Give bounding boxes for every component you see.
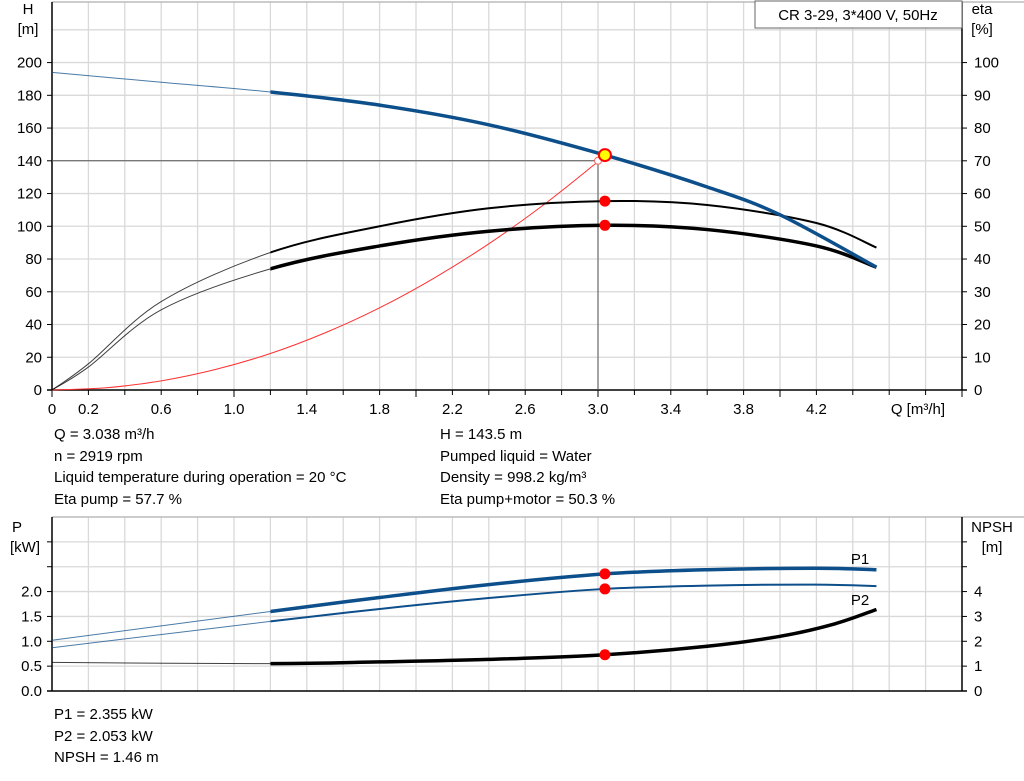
x-tick-label: 2.6 [515, 401, 536, 418]
x-tick-label: 3.4 [660, 401, 681, 418]
info-n: n = 2919 rpm [54, 447, 143, 465]
info-eta-pump-motor: Eta pump+motor = 50.3 % [440, 490, 616, 508]
info-p2: P2 = 2.053 kW [54, 727, 153, 745]
npsh-curve [270, 607, 878, 666]
head-curve-extrapolated [51, 71, 271, 93]
x-tick-label: 0 [48, 401, 56, 418]
info-bottom: P1 = 2.355 kW P2 = 2.053 kW NPSH = 1.46 … [54, 704, 159, 769]
p-axis-label: P [12, 519, 22, 536]
x-tick-label: 2.2 [442, 401, 463, 418]
y-tick-label: 180 [17, 87, 42, 104]
eta-pump-motor-curve [270, 223, 878, 271]
p1-label: P1 [851, 551, 869, 568]
y-axis-label: [m] [18, 21, 39, 38]
x-axis-label: Q [m³/h] [891, 401, 945, 418]
x-tick-label: 3.0 [588, 401, 609, 418]
npsh-curve-extrapolated [51, 661, 271, 665]
p2-curve [270, 583, 877, 623]
p-tick-label: 1.5 [21, 608, 42, 625]
npsh-tick-label: 0 [974, 683, 982, 700]
y-tick-label: 160 [17, 120, 42, 137]
p-tick-label: 0.5 [21, 658, 42, 675]
x-tick-label: 1.0 [224, 401, 245, 418]
y2-axis-label: [%] [971, 21, 993, 38]
y2-tick-label: 90 [974, 87, 991, 104]
npsh-axis-label: NPSH [971, 519, 1013, 536]
p2-label: P2 [851, 592, 869, 609]
y2-axis-label: eta [972, 1, 994, 18]
duty-point-head [597, 148, 612, 163]
info-top-left: Q = 3.038 m³/h n = 2919 rpm Liquid tempe… [54, 424, 346, 510]
y2-tick-label: 0 [974, 382, 982, 399]
x-tick-label: 0.6 [151, 401, 172, 418]
y-tick-label: 40 [25, 317, 42, 334]
x-tick-label: 1.4 [296, 401, 317, 418]
info-density: Density = 998.2 kg/m³ [440, 469, 587, 486]
eta-pump-curve-extrapolated [51, 251, 271, 391]
y2-tick-label: 50 [974, 218, 991, 235]
y2-tick-label: 80 [974, 120, 991, 137]
info-q: Q = 3.038 m³/h [54, 426, 155, 443]
y-tick-label: 200 [17, 55, 42, 72]
y-tick-label: 120 [17, 186, 42, 203]
y2-tick-label: 70 [974, 153, 991, 170]
title-box [754, 0, 963, 29]
x-tick-label: 3.8 [733, 401, 754, 418]
info-temp: Liquid temperature during operation = 20… [54, 469, 347, 486]
duty-point-eta-pump-motor [599, 219, 611, 231]
x-tick-label: 4.2 [806, 401, 827, 418]
y-tick-label: 80 [25, 251, 42, 268]
y2-tick-label: 30 [974, 284, 991, 301]
npsh-axis-label: [m] [982, 539, 1003, 556]
y-tick-label: 0 [34, 382, 42, 399]
duty-point-eta-pump [599, 195, 611, 207]
chart-title: CR 3-29, 3*400 V, 50Hz [778, 7, 938, 24]
y-tick-label: 140 [17, 153, 42, 170]
p-axis-label: [kW] [10, 539, 40, 556]
info-npsh: NPSH = 1.46 m [54, 749, 159, 766]
y-tick-label: 60 [25, 284, 42, 301]
y2-tick-label: 20 [974, 317, 991, 334]
p-tick-label: 1.0 [21, 633, 42, 650]
p2-curve-extrapolated [51, 620, 271, 649]
p1-curve [270, 566, 877, 614]
y-tick-label: 100 [17, 218, 42, 235]
duty-point-p2 [599, 583, 611, 595]
eta-pump-motor-curve-extrapolated [51, 268, 271, 391]
y2-tick-label: 10 [974, 349, 991, 366]
y2-tick-label: 100 [974, 55, 999, 72]
duty-point-p1 [599, 568, 611, 580]
eta-pump-curve [270, 199, 877, 254]
p1-curve-extrapolated [51, 610, 271, 641]
info-eta-pump: Eta pump = 57.7 % [54, 490, 182, 508]
p-tick-label: 2.0 [21, 584, 42, 601]
npsh-tick-label: 2 [974, 633, 982, 650]
npsh-tick-label: 1 [974, 658, 982, 675]
system-curve [51, 161, 599, 391]
x-tick-label: 0.2 [78, 401, 99, 418]
head-curve [270, 90, 878, 269]
p-tick-label: 0.0 [21, 683, 42, 700]
info-p1: P1 = 2.355 kW [54, 706, 153, 723]
info-top-right: H = 143.5 m Pumped liquid = Water Densit… [440, 424, 615, 510]
x-tick-label: 1.8 [369, 401, 390, 418]
y2-tick-label: 60 [974, 186, 991, 203]
y-axis-label: H [23, 1, 34, 18]
y-tick-label: 20 [25, 349, 42, 366]
info-liquid: Pumped liquid = Water [440, 447, 592, 465]
duty-point-npsh [599, 649, 611, 661]
info-h: H = 143.5 m [440, 426, 523, 443]
npsh-tick-label: 4 [974, 584, 982, 601]
y2-tick-label: 40 [974, 251, 991, 268]
npsh-tick-label: 3 [974, 608, 982, 625]
